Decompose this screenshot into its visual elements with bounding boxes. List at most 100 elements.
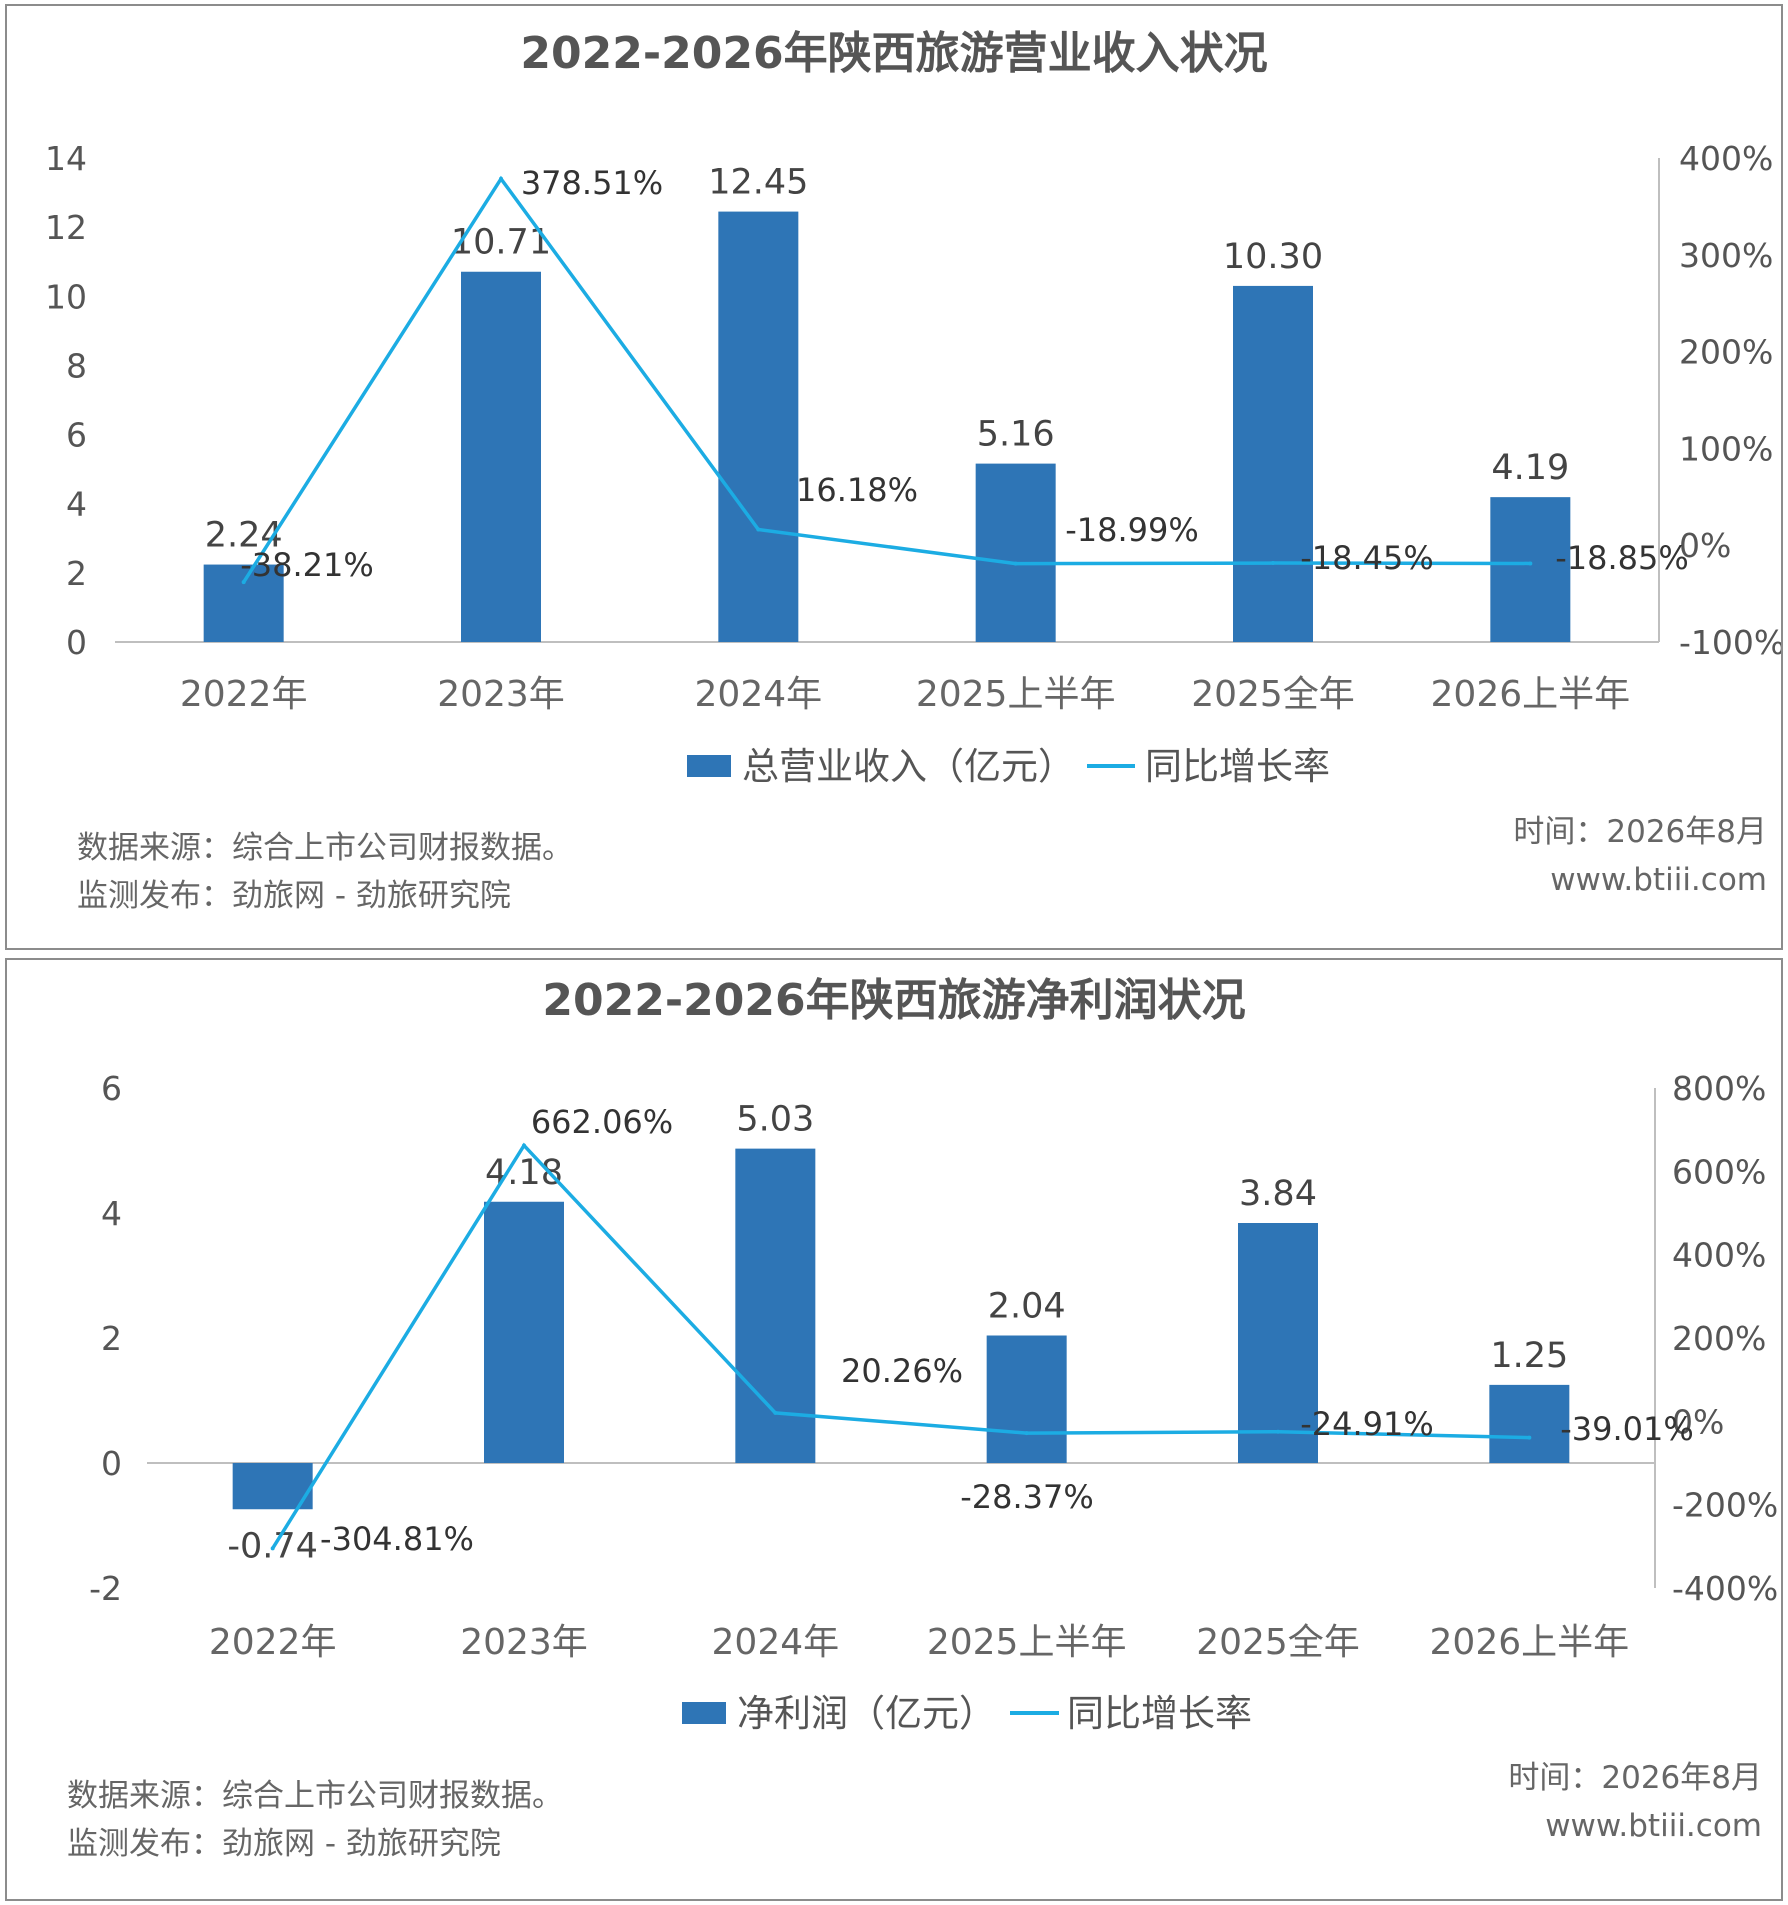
legend-line-label: 同比增长率	[1145, 745, 1330, 788]
legend-bar-swatch	[687, 755, 731, 777]
x-tick-label: 2022年	[180, 674, 308, 715]
footer-site: www.btiii.com	[1545, 1808, 1762, 1844]
x-tick-label: 2025上半年	[927, 1622, 1127, 1663]
y-tick-label: 0	[101, 1444, 122, 1483]
bar-data-label: 5.16	[977, 415, 1055, 455]
y-tick-label: 6	[101, 1069, 122, 1108]
y-tick-label: 4	[101, 1194, 122, 1233]
bar-5	[1489, 1384, 1570, 1463]
legend-bar-label: 净利润（亿元）	[737, 1692, 996, 1735]
bar-data-label: 4.19	[1491, 448, 1569, 488]
line-point-0	[241, 580, 246, 585]
y-tick-label: 12	[45, 208, 87, 247]
y2-tick-label: 400%	[1672, 1236, 1766, 1275]
bar-3	[986, 1335, 1067, 1463]
bar-data-label: 5.03	[736, 1100, 814, 1140]
y-tick-label: 2	[66, 554, 87, 593]
line-point-4	[1271, 561, 1275, 566]
bar-0	[203, 564, 284, 642]
y-tick-label: 6	[66, 416, 87, 455]
y2-tick-label: 400%	[1679, 139, 1773, 178]
growth-rate-line	[271, 1142, 1530, 1550]
legend-bar-label: 总营业收入（亿元）	[742, 745, 1075, 788]
x-tick-label: 2024年	[695, 674, 823, 715]
y-tick-label: -2	[89, 1569, 122, 1608]
line-data-label: -18.45%	[1300, 539, 1434, 577]
x-tick-label: 2026上半年	[1430, 1622, 1630, 1663]
y2-tick-label: 200%	[1679, 333, 1773, 372]
x-tick-label: 2025上半年	[916, 674, 1116, 715]
x-tick-label: 2023年	[437, 674, 565, 715]
line-data-label: 662.06%	[531, 1103, 673, 1141]
y2-tick-label: -200%	[1672, 1486, 1778, 1525]
y-tick-label: 0	[66, 623, 87, 662]
line-data-label: -304.81%	[320, 1520, 474, 1558]
profit-chart-panel: 2022-2026年陕西旅游净利润状况 -2 0 2 4 6 -400% -200% 0% 200…	[5, 958, 1783, 1901]
bar-data-label: 3.84	[1239, 1174, 1317, 1214]
y2-tick-label: 0%	[1679, 526, 1731, 565]
y2-tick-label: 600%	[1672, 1152, 1766, 1191]
line-data-label: -38.21%	[240, 546, 374, 584]
y2-tick-label: -100%	[1679, 623, 1781, 662]
y2-tick-label: 100%	[1679, 429, 1773, 468]
bar-data-label: 12.45	[708, 163, 808, 203]
y-tick-label: 4	[66, 485, 87, 524]
bar-data-label: 2.04	[988, 1287, 1066, 1327]
x-tick-label: 2022年	[209, 1622, 337, 1663]
bar-2	[718, 211, 799, 643]
line-data-label: 378.51%	[521, 164, 663, 202]
revenue-chart: 2022-2026年陕西旅游营业收入状况 0 2 4 6 8 10 12 14 -100% 0% 10…	[45, 28, 1781, 914]
legend-line-label: 同比增长率	[1067, 1692, 1252, 1735]
y-tick-label: 8	[66, 346, 87, 385]
line-data-label: -18.99%	[1065, 511, 1199, 549]
line-data-label: -28.37%	[960, 1478, 1094, 1516]
line-point-5	[1527, 1435, 1532, 1440]
footer-publisher: 监测发布：劲旅网 - 劲旅研究院	[67, 1826, 501, 1862]
bar-data-label: 10.30	[1223, 237, 1323, 277]
line-point-3	[1013, 561, 1018, 566]
x-tick-label: 2025全年	[1191, 674, 1355, 715]
line-point-2	[756, 527, 761, 532]
line-point-1	[522, 1143, 526, 1148]
line-data-label: 20.26%	[841, 1352, 963, 1390]
chart-title: 2022-2026年陕西旅游营业收入状况	[520, 28, 1267, 79]
line-point-4	[1276, 1429, 1280, 1434]
growth-rate-line	[242, 175, 1531, 584]
bar-0	[232, 1463, 313, 1510]
bar-data-label: 2.24	[205, 516, 283, 556]
y2-tick-label: 200%	[1672, 1319, 1766, 1358]
footer-source: 数据来源：综合上市公司财报数据。	[67, 1778, 563, 1814]
x-tick-label: 2025全年	[1196, 1622, 1360, 1663]
y-tick-label: 10	[45, 277, 87, 316]
line-data-label: -18.85%	[1555, 539, 1689, 577]
footer-time: 时间：2026年8月	[1513, 814, 1767, 850]
x-tick-label: 2024年	[712, 1622, 840, 1663]
x-tick-label: 2023年	[460, 1622, 588, 1663]
footer-time: 时间：2026年8月	[1508, 1760, 1762, 1796]
bar-4	[1238, 1223, 1318, 1463]
line-point-1	[499, 176, 503, 181]
bar-1	[484, 1201, 564, 1463]
footer-site: www.btiii.com	[1550, 862, 1767, 898]
footer-source: 数据来源：综合上市公司财报数据。	[77, 830, 573, 866]
bar-data-label: 1.25	[1490, 1336, 1568, 1376]
line-point-5	[1528, 561, 1533, 566]
y-tick-label: 14	[45, 139, 87, 178]
line-data-label: 16.18%	[796, 471, 918, 509]
footer-publisher: 监测发布：劲旅网 - 劲旅研究院	[77, 878, 511, 914]
revenue-chart-panel: 2022-2026年陕西旅游营业收入状况 0 2 4 6 8 10 12 14 -100% 0% 10…	[5, 4, 1783, 950]
line-point-3	[1024, 1431, 1029, 1436]
y-tick-label: 2	[101, 1319, 122, 1358]
line-point-0	[270, 1546, 275, 1551]
bar-3	[975, 463, 1056, 642]
bar-4	[1233, 285, 1313, 642]
line-data-label: -24.91%	[1300, 1405, 1434, 1443]
line-data-label: -39.01%	[1560, 1410, 1694, 1448]
y2-tick-label: 300%	[1679, 236, 1773, 275]
y2-tick-label: 0%	[1672, 1402, 1724, 1441]
y2-tick-label: 800%	[1672, 1069, 1766, 1108]
y2-tick-label: -400%	[1672, 1569, 1778, 1608]
legend-bar-swatch	[682, 1702, 726, 1724]
chart-title: 2022-2026年陕西旅游净利润状况	[542, 975, 1245, 1026]
line-point-2	[773, 1410, 778, 1415]
